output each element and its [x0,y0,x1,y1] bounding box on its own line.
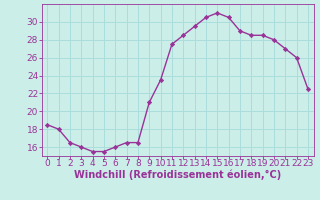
X-axis label: Windchill (Refroidissement éolien,°C): Windchill (Refroidissement éolien,°C) [74,170,281,180]
